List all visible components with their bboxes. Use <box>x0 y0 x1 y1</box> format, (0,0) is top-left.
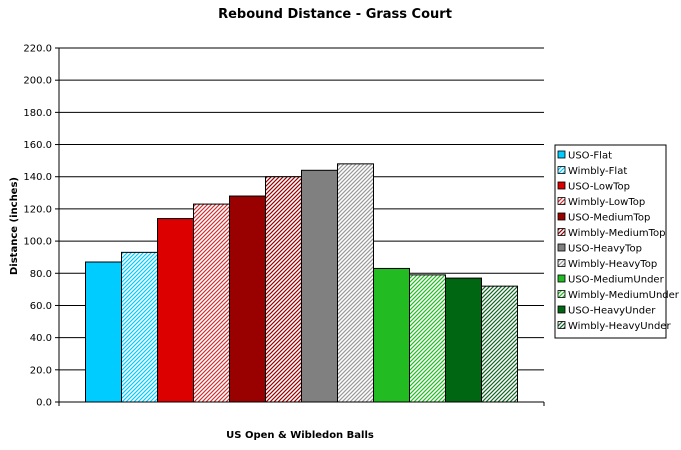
y-tick-label: 80.0 <box>30 269 52 280</box>
y-axis-label: Distance (inches) <box>9 177 20 275</box>
legend-swatch <box>557 321 566 329</box>
legend-label: Wimbly-LowTop <box>568 197 645 208</box>
legend-swatch <box>557 243 566 252</box>
bars <box>85 163 518 403</box>
legend-swatch <box>557 212 566 221</box>
legend-box <box>554 144 667 339</box>
legend-swatch <box>557 259 566 267</box>
bar-wimbly-mediumtop <box>265 176 302 403</box>
legend-label: Wimbly-MediumUnder <box>568 290 680 301</box>
x-axis-label: US Open & Wibledon Balls <box>226 430 374 441</box>
legend-label: Wimbly-MediumTop <box>568 228 666 239</box>
legend-swatch <box>557 305 566 314</box>
legend-swatch <box>557 228 566 236</box>
legend-label: Wimbly-Flat <box>568 166 627 177</box>
chart-title: Rebound Distance - Grass Court <box>218 7 452 22</box>
legend-swatch <box>557 166 566 174</box>
legend-label: USO-LowTop <box>568 182 630 193</box>
y-tick-label: 120.0 <box>23 204 52 215</box>
legend-label: USO-Flat <box>568 151 612 162</box>
legend-swatch <box>557 150 566 159</box>
y-tick-label: 60.0 <box>30 301 52 312</box>
y-tick-label: 160.0 <box>23 140 52 151</box>
bar-wimbly-heavyunder <box>481 285 518 403</box>
y-tick-label: 220.0 <box>23 44 52 55</box>
y-tick-label: 40.0 <box>30 333 52 344</box>
y-tick-label: 200.0 <box>23 76 52 87</box>
y-tick-label: 20.0 <box>30 365 52 376</box>
axes <box>58 48 545 406</box>
bar-wimbly-lowtop <box>193 203 230 403</box>
legend-label: USO-HeavyTop <box>568 244 642 255</box>
legend-label: USO-MediumTop <box>568 213 650 224</box>
legend: USO-Flat Wimbly-Flat USO-LowTop Wimbly-LowT… <box>554 144 680 339</box>
legend-swatch <box>557 181 566 190</box>
bar-uso-mediumunder <box>373 267 410 403</box>
bar-uso-lowtop <box>157 218 194 403</box>
legend-swatch <box>557 290 566 298</box>
legend-label: Wimbly-HeavyUnder <box>568 321 671 332</box>
y-tick-label: 140.0 <box>23 172 52 183</box>
legend-swatch <box>557 197 566 205</box>
y-tick-label: 180.0 <box>23 108 52 119</box>
legend-label: USO-HeavyUnder <box>568 306 656 317</box>
legend-swatch <box>557 274 566 283</box>
y-tick-label: 100.0 <box>23 237 52 248</box>
bar-uso-flat <box>85 261 122 403</box>
legend-label: Wimbly-HeavyTop <box>568 259 657 270</box>
bar-wimbly-flat <box>121 251 158 403</box>
y-tick-label: 0.0 <box>36 398 52 409</box>
y-axis-ticks: 0.0 20.0 40.0 60.0 80.0 100.0 120.0 140.0 160.0 1… <box>23 44 59 409</box>
bar-uso-heavytop <box>301 169 338 403</box>
bar-uso-mediumtop <box>229 195 266 403</box>
bar-wimbly-mediumunder <box>409 274 446 403</box>
bar-wimbly-heavytop <box>337 163 374 403</box>
legend-label: USO-MediumUnder <box>568 275 665 286</box>
bar-uso-heavyunder <box>445 277 482 403</box>
